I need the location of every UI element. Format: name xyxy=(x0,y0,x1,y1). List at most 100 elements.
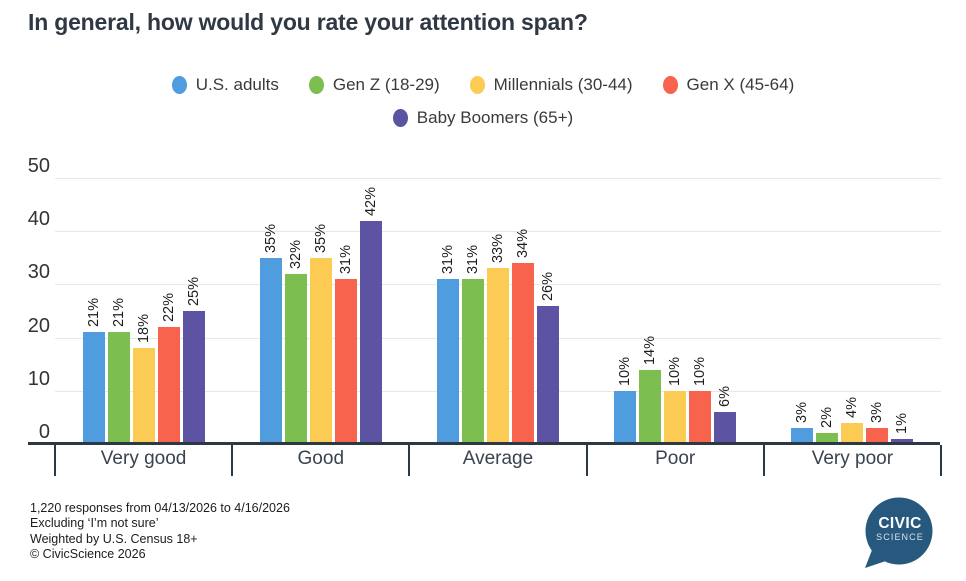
x-axis-category-label: Very poor xyxy=(811,448,894,469)
footnote-copyright: © CivicScience 2026 xyxy=(30,547,146,562)
bar: 34% xyxy=(512,229,534,444)
legend-row: Baby Boomers (65+) xyxy=(392,108,574,128)
legend-swatch-icon xyxy=(662,76,678,94)
bar: 3% xyxy=(866,402,889,444)
logo-text-civic: CIVIC xyxy=(878,515,922,532)
bar: 6% xyxy=(714,386,737,444)
x-axis-tick xyxy=(585,445,588,476)
x-axis-category-label: Poor xyxy=(655,448,696,469)
legend-item: U.S. adults xyxy=(171,75,279,95)
legend-item: Baby Boomers (65+) xyxy=(392,108,574,128)
bar-value-label: 1% xyxy=(894,412,911,434)
x-axis-category-label: Good xyxy=(297,448,345,469)
bar-value-label: 2% xyxy=(819,407,836,429)
footnote-responses: 1,220 responses from 04/13/2026 to 4/16/… xyxy=(30,501,290,515)
bar: 35% xyxy=(309,224,332,444)
x-axis-band: Very good Good Average Poor Very poor xyxy=(54,445,942,478)
x-axis-category-label: Very good xyxy=(100,448,187,469)
bar-value-label: 10% xyxy=(667,356,684,386)
bar-value-label: 26% xyxy=(540,271,556,301)
bar: 33% xyxy=(487,234,509,444)
y-axis-tick-label: 50 xyxy=(27,155,50,177)
bar: 32% xyxy=(284,240,307,444)
x-axis-line xyxy=(28,442,940,445)
bar: 2% xyxy=(816,407,839,444)
x-axis-tick xyxy=(231,445,234,476)
bar: 10% xyxy=(664,357,687,444)
chart-legend: U.S. adults Gen Z (18-29) Millennials (30-… xyxy=(0,75,966,128)
bar-group: 35% 32% 35% 31% 42% xyxy=(232,178,409,444)
bar-value-label: 42% xyxy=(362,186,379,216)
bar-value-label: 6% xyxy=(717,386,734,408)
bar-value-label: 31% xyxy=(465,245,481,275)
bar-value-label: 35% xyxy=(312,223,329,253)
bar: 26% xyxy=(537,272,559,444)
y-axis-tick-label: 20 xyxy=(27,314,50,337)
speech-bubble-icon xyxy=(865,497,933,568)
bar-value-label: 3% xyxy=(794,402,811,424)
x-axis-tick xyxy=(408,445,411,476)
bar-value-label: 22% xyxy=(160,292,177,322)
y-axis-tick-label: 0 xyxy=(38,421,50,443)
bar: 31% xyxy=(462,245,484,444)
footnote-excluding: Excluding ‘I’m not sure’ xyxy=(30,516,159,531)
bar: 22% xyxy=(157,293,180,444)
x-axis-category-label: Average xyxy=(462,448,534,469)
bar: 25% xyxy=(182,277,205,444)
legend-swatch-icon xyxy=(171,76,187,94)
legend-label: Baby Boomers (65+) xyxy=(416,108,574,127)
legend-swatch-icon xyxy=(392,109,408,127)
bar-value-label: 4% xyxy=(844,396,861,418)
bar-value-label: 35% xyxy=(262,223,279,253)
y-axis-labels: 0 10 20 30 40 50 xyxy=(0,155,50,444)
bar-value-label: 10% xyxy=(692,356,709,386)
bar: 4% xyxy=(841,397,864,444)
bar-value-label: 25% xyxy=(185,276,202,306)
bar-group: 21% 21% 18% 22% 25% xyxy=(55,178,232,444)
legend-item: Gen X (45-64) xyxy=(662,75,795,95)
bar: 21% xyxy=(107,298,130,444)
bar: 31% xyxy=(437,245,459,444)
legend-swatch-icon xyxy=(308,76,324,94)
bar-value-label: 18% xyxy=(135,314,152,344)
bar-value-label: 31% xyxy=(440,245,456,275)
bar-value-label: 21% xyxy=(110,298,127,328)
bar-group: 31% 31% 33% 34% 26% xyxy=(409,178,586,444)
legend-label: Millennials (30-44) xyxy=(493,75,633,94)
legend-row: U.S. adults Gen Z (18-29) Millennials (30-… xyxy=(171,75,795,95)
bar-value-label: 31% xyxy=(337,245,354,275)
bar-group: 10% 14% 10% 10% 6% xyxy=(587,178,764,444)
chart-footnotes: 1,220 responses from 04/13/2026 to 4/16/… xyxy=(30,501,290,563)
x-axis-tick xyxy=(54,445,56,476)
bar-value-label: 32% xyxy=(287,239,304,269)
bar: 21% xyxy=(82,298,105,444)
gridline xyxy=(55,178,941,179)
bar: 35% xyxy=(259,224,282,444)
legend-item: Millennials (30-44) xyxy=(469,75,633,95)
y-axis-tick-label: 10 xyxy=(27,367,50,390)
legend-item: Gen Z (18-29) xyxy=(308,75,440,95)
y-axis-tick-label: 30 xyxy=(27,261,50,284)
y-axis-tick-label: 40 xyxy=(27,208,50,231)
plot-area: 0 10 20 30 40 50 21% 21% 18% 22% 25% 35% 32% 35% 31% 4… xyxy=(28,155,941,444)
bar-value-label: 21% xyxy=(85,298,102,328)
bar-value-label: 14% xyxy=(642,335,659,365)
bar-groups: 21% 21% 18% 22% 25% 35% 32% 35% 31% 42% 31% 31% 33% 3… xyxy=(55,178,941,444)
gridline xyxy=(55,231,941,233)
bar-value-label: 34% xyxy=(515,229,531,259)
bar-value-label: 33% xyxy=(490,234,506,264)
bar: 14% xyxy=(639,336,662,444)
civicscience-logo: CIVIC SCIENCE xyxy=(860,494,936,572)
legend-label: U.S. adults xyxy=(195,75,279,94)
bar-group: 3% 2% 4% 3% 1% xyxy=(764,178,941,444)
bar: 18% xyxy=(132,314,155,444)
footnote-weighting: Weighted by U.S. Census 18+ xyxy=(30,531,198,546)
bar: 10% xyxy=(689,357,712,444)
logo-text-science: SCIENCE xyxy=(876,532,924,542)
bar: 3% xyxy=(791,402,814,444)
legend-label: Gen X (45-64) xyxy=(686,75,795,94)
legend-swatch-icon xyxy=(469,76,485,94)
chart-title: In general, how would you rate your atte… xyxy=(28,9,588,35)
x-axis-tick xyxy=(762,445,765,476)
